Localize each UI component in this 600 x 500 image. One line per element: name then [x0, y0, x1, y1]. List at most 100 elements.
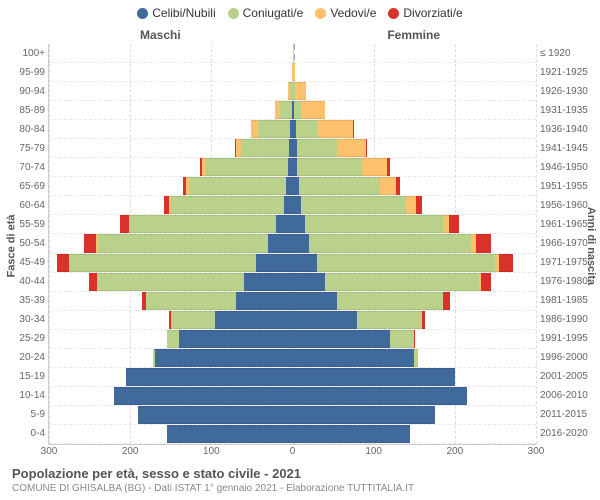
age-row: 65-691951-1955 — [49, 177, 536, 196]
male-bar — [49, 234, 293, 252]
year-label: 1931-1935 — [540, 106, 600, 116]
age-label: 15-19 — [3, 372, 45, 382]
x-tick-label: 200 — [122, 446, 139, 457]
bar-segment — [481, 273, 491, 291]
legend-swatch — [315, 8, 326, 19]
x-tick-label: 100 — [203, 446, 220, 457]
male-bar — [49, 196, 293, 214]
age-label: 10-14 — [3, 391, 45, 401]
bar-segment — [299, 177, 380, 195]
year-label: 1986-1990 — [540, 315, 600, 325]
male-bar — [49, 273, 293, 291]
age-label: 30-34 — [3, 315, 45, 325]
age-row: 55-591961-1965 — [49, 215, 536, 234]
bar-segment — [414, 330, 415, 348]
bar-segment — [337, 292, 443, 310]
bar-segment — [387, 158, 390, 176]
female-label: Femmine — [387, 28, 440, 42]
bar-segment — [406, 196, 416, 214]
year-label: 1921-1925 — [540, 68, 600, 78]
chart-footer: Popolazione per età, sesso e stato civil… — [12, 466, 588, 494]
legend-label: Coniugati/e — [243, 6, 304, 20]
gridline — [536, 44, 537, 444]
legend-label: Divorziati/e — [403, 6, 462, 20]
age-row: 95-991921-1925 — [49, 63, 536, 82]
bar-segment — [293, 406, 435, 424]
bar-segment — [293, 215, 305, 233]
year-label: 1961-1965 — [540, 220, 600, 230]
bar-segment — [296, 120, 319, 138]
male-bar — [49, 177, 293, 195]
age-row: 10-142006-2010 — [49, 387, 536, 406]
age-row: 60-641956-1960 — [49, 196, 536, 215]
year-label: 1946-1950 — [540, 163, 600, 173]
x-tick-label: 100 — [365, 446, 382, 457]
female-bar — [293, 254, 537, 272]
age-row: 35-391981-1985 — [49, 292, 536, 311]
bar-segment — [443, 292, 449, 310]
bar-segment — [499, 254, 514, 272]
male-bar — [49, 82, 293, 100]
year-label: 1926-1930 — [540, 87, 600, 97]
legend-swatch — [388, 8, 399, 19]
female-bar — [293, 292, 537, 310]
year-label: 1966-1970 — [540, 239, 600, 249]
age-label: 40-44 — [3, 277, 45, 287]
bar-segment — [120, 215, 128, 233]
age-label: 75-79 — [3, 144, 45, 154]
age-row: 20-241996-2000 — [49, 349, 536, 368]
year-label: 1971-1975 — [540, 258, 600, 268]
female-bar — [293, 63, 537, 81]
year-label: 1936-1940 — [540, 125, 600, 135]
bar-segment — [179, 330, 293, 348]
male-bar — [49, 44, 293, 62]
legend-swatch — [228, 8, 239, 19]
bar-segment — [69, 254, 256, 272]
age-row: 70-741946-1950 — [49, 158, 536, 177]
bar-segment — [317, 254, 496, 272]
bar-segment — [353, 120, 354, 138]
age-row: 0-42016-2020 — [49, 425, 536, 444]
age-row: 90-941926-1930 — [49, 82, 536, 101]
bar-segment — [293, 292, 338, 310]
bar-segment — [301, 101, 325, 119]
age-row: 100+≤ 1920 — [49, 44, 536, 63]
bar-segment — [449, 215, 459, 233]
plot-area: 3002001000100200300100+≤ 192095-991921-1… — [48, 44, 536, 445]
female-bar — [293, 234, 537, 252]
bar-segment — [476, 234, 491, 252]
male-bar — [49, 139, 293, 157]
age-row: 25-291991-1995 — [49, 330, 536, 349]
year-label: 1956-1960 — [540, 201, 600, 211]
male-bar — [49, 311, 293, 329]
age-label: 20-24 — [3, 353, 45, 363]
bar-segment — [293, 273, 325, 291]
bar-segment — [318, 120, 352, 138]
age-row: 30-341986-1990 — [49, 311, 536, 330]
age-label: 5-9 — [3, 410, 45, 420]
bar-segment — [171, 311, 216, 329]
bar-segment — [126, 368, 292, 386]
female-bar — [293, 44, 537, 62]
bar-segment — [301, 196, 407, 214]
year-label: 2016-2020 — [540, 429, 600, 439]
age-label: 0-4 — [3, 429, 45, 439]
bar-segment — [276, 215, 292, 233]
age-label: 60-64 — [3, 201, 45, 211]
year-label: 1941-1945 — [540, 144, 600, 154]
bar-segment — [293, 196, 301, 214]
footer-title: Popolazione per età, sesso e stato civil… — [12, 466, 588, 481]
legend-label: Vedovi/e — [330, 6, 376, 20]
male-bar — [49, 387, 293, 405]
age-label: 55-59 — [3, 220, 45, 230]
female-bar — [293, 120, 537, 138]
bar-segment — [305, 215, 443, 233]
bar-segment — [256, 254, 293, 272]
female-bar — [293, 196, 537, 214]
year-label: 1996-2000 — [540, 353, 600, 363]
bar-segment — [89, 273, 97, 291]
male-bar — [49, 120, 293, 138]
age-label: 50-54 — [3, 239, 45, 249]
bar-segment — [357, 311, 422, 329]
legend-swatch — [137, 8, 148, 19]
